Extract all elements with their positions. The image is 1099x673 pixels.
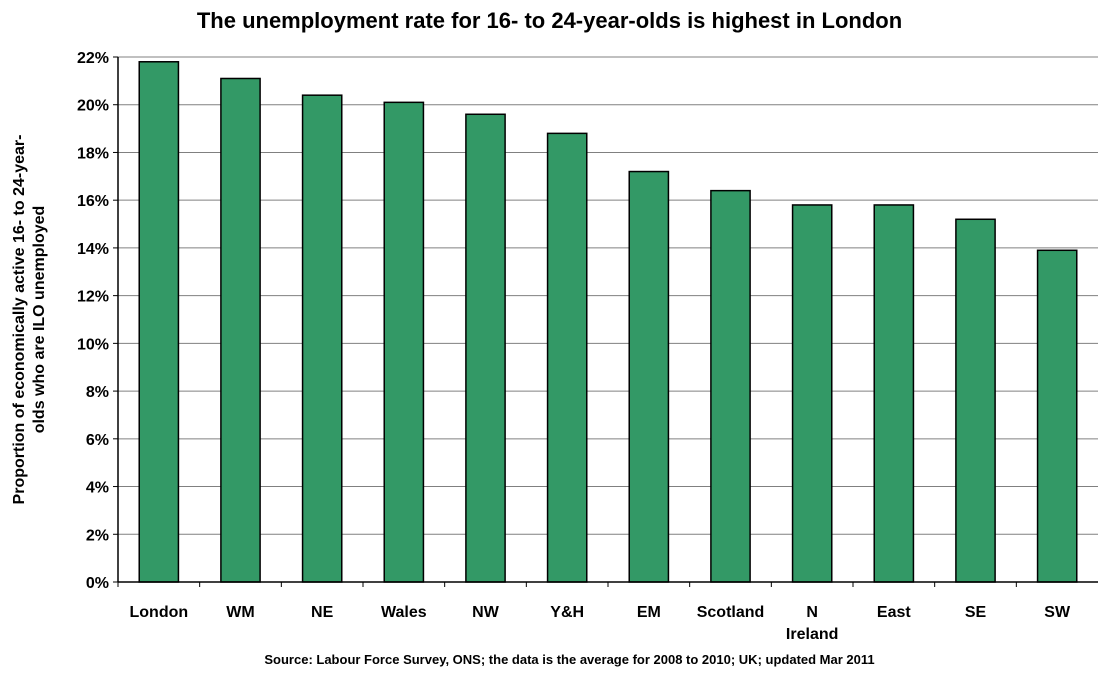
bar: [546, 132, 588, 583]
bar: [383, 101, 425, 583]
x-category-label: London: [130, 604, 189, 621]
x-category-label: NE: [311, 604, 334, 621]
y-tick-label: 18%: [77, 145, 109, 162]
y-tick-label: 6%: [86, 432, 109, 449]
x-category-label: SW: [1044, 604, 1071, 621]
y-axis-title: Proportion of economically active 16- to…: [11, 135, 48, 505]
bar: [301, 94, 343, 583]
x-category-label: NW: [472, 604, 500, 621]
x-category-labels: London WM NE Wales NW Y&H EM Scotland N Ireland Ea…: [130, 604, 1071, 643]
y-axis-label: Proportion of economically active 16- to…: [11, 135, 48, 505]
x-category-label: WM: [226, 604, 254, 621]
x-category-label: EM: [637, 604, 661, 621]
x-category-label: N Ireland: [786, 604, 838, 643]
chart-source-note: Source: Labour Force Survey, ONS; the da…: [264, 652, 875, 667]
bar: [791, 204, 833, 583]
x-category-label: Wales: [381, 604, 427, 621]
y-tick-label: 2%: [86, 527, 109, 544]
bar: [138, 61, 180, 583]
y-tick-label: 4%: [86, 480, 109, 497]
y-tick-label: 22%: [77, 50, 109, 67]
y-tick-label: 8%: [86, 384, 109, 401]
y-tick-label: 0%: [86, 575, 109, 592]
y-tick-label: 12%: [77, 289, 109, 306]
y-tick-label: 10%: [77, 336, 109, 353]
bar: [628, 170, 670, 583]
y-tick-label: 14%: [77, 241, 109, 258]
y-tick-label: 16%: [77, 193, 109, 210]
x-category-label: SE: [965, 604, 987, 621]
bar: [955, 218, 996, 583]
y-tick-label: 20%: [77, 98, 109, 115]
bar: [710, 189, 751, 583]
bar: [873, 204, 915, 583]
bar: [220, 77, 261, 583]
chart-title: The unemployment rate for 16- to 24-year…: [196, 8, 903, 33]
bar: [1036, 249, 1078, 583]
x-category-label: East: [877, 604, 911, 621]
axes: [113, 56, 1098, 587]
bars: [138, 61, 1078, 583]
gridlines: [118, 56, 1098, 535]
x-category-label: Y&H: [550, 604, 584, 621]
y-tick-labels: 0% 2% 4% 6% 8% 10% 12% 14% 16% 18% 20% 22%: [77, 50, 109, 592]
x-category-label: Scotland: [697, 604, 765, 621]
bar: [465, 113, 506, 583]
